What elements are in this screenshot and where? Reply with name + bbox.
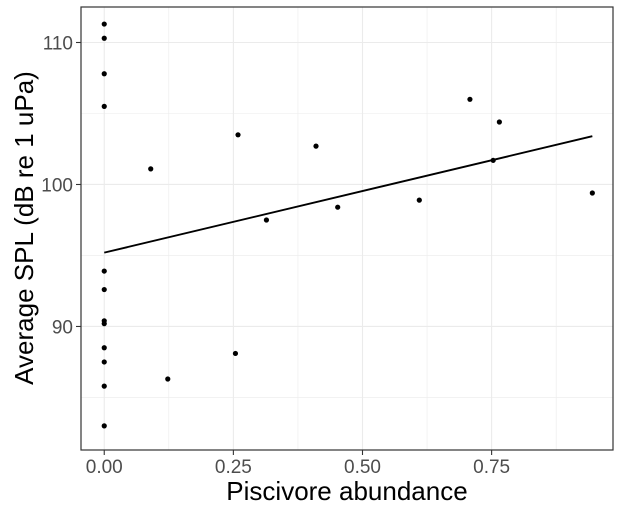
data-point — [496, 119, 502, 125]
data-point — [101, 383, 107, 389]
data-points — [101, 21, 595, 429]
panel-background — [81, 7, 613, 450]
data-point — [101, 71, 107, 77]
data-point — [235, 132, 241, 138]
data-point — [101, 286, 107, 293]
data-point — [416, 197, 422, 203]
x-tick-label: 0.50 — [344, 457, 381, 478]
data-point — [148, 166, 154, 172]
panel-border — [80, 6, 614, 451]
data-point — [232, 350, 239, 357]
y-axis-ticks: 90 100 110 — [41, 33, 81, 338]
data-point — [101, 268, 107, 274]
x-axis-ticks: 0.00 0.25 0.50 0.75 — [86, 450, 510, 478]
y-axis-title: Average SPL (dB re 1 uPa) — [9, 71, 39, 385]
data-point — [101, 103, 107, 109]
y-tick-label: 90 — [52, 317, 73, 338]
y-tick-label: 110 — [43, 33, 73, 54]
trend-line — [104, 135, 593, 254]
data-point — [490, 157, 496, 163]
major-grid — [81, 7, 613, 450]
data-point — [101, 423, 107, 429]
y-tick-label: 100 — [41, 175, 73, 196]
data-point — [589, 190, 595, 196]
data-point — [313, 143, 319, 149]
data-point — [101, 359, 107, 365]
x-axis-title: Piscivore abundance — [226, 476, 467, 506]
data-point — [263, 217, 270, 223]
trend-line-group — [104, 135, 593, 254]
data-point — [101, 35, 107, 41]
data-point — [101, 321, 107, 327]
data-point — [165, 376, 171, 382]
x-tick-label: 0.00 — [86, 457, 123, 478]
x-tick-label: 0.75 — [473, 457, 510, 478]
x-tick-label: 0.25 — [215, 457, 252, 478]
data-point — [335, 204, 341, 210]
minor-grid — [81, 7, 613, 450]
data-point — [101, 21, 107, 27]
data-point — [467, 96, 473, 102]
data-point — [101, 345, 107, 351]
